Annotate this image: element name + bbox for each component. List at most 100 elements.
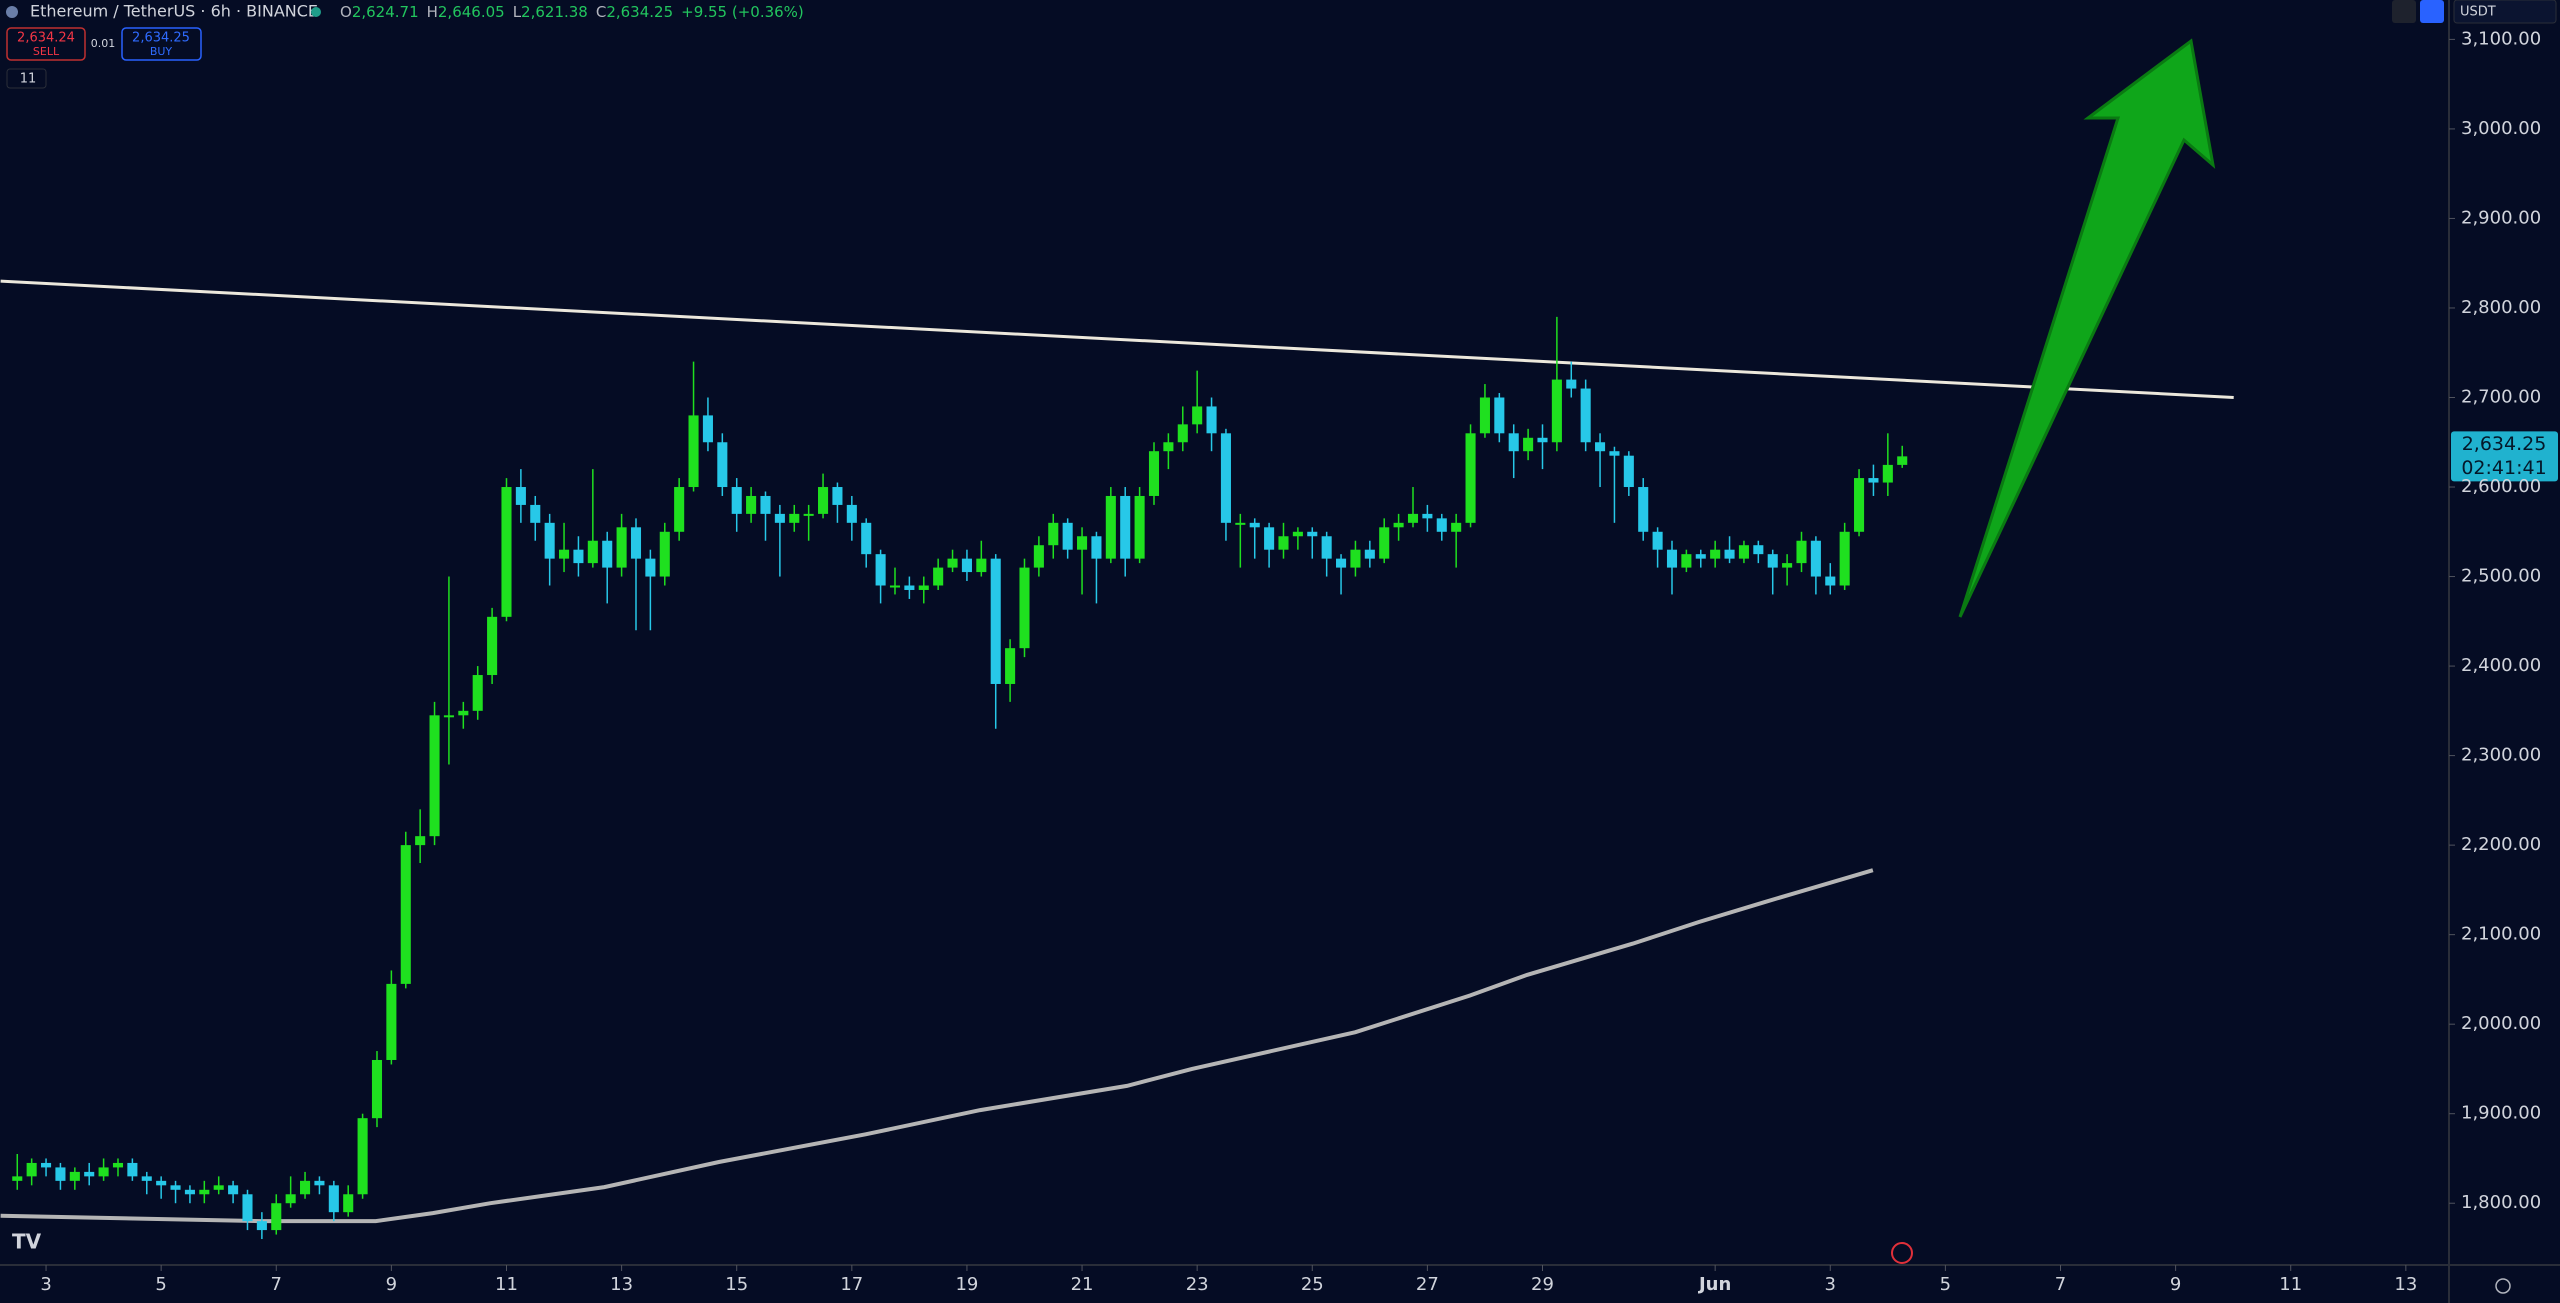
x-tick-label: 17 xyxy=(840,1274,863,1295)
candle-body xyxy=(1566,379,1577,389)
candle-body xyxy=(1796,540,1807,564)
candle-body xyxy=(1810,540,1821,577)
candle-body xyxy=(1019,567,1030,649)
candle-body xyxy=(774,513,785,523)
candle-body xyxy=(731,487,742,514)
x-tick-label: 11 xyxy=(495,1274,518,1295)
candle-body xyxy=(933,567,944,586)
icon-button[interactable] xyxy=(2420,0,2444,23)
candle-body xyxy=(544,522,555,559)
value: 2,624.71 xyxy=(352,3,419,21)
candle-body xyxy=(170,1185,181,1190)
candle-body xyxy=(1595,442,1606,452)
candle-body xyxy=(1465,433,1476,523)
candle-body xyxy=(501,487,512,617)
candle-body xyxy=(1120,495,1131,559)
x-tick-label: 3 xyxy=(40,1274,51,1295)
symbol-icon xyxy=(6,6,18,18)
y-tick-label: 3,000.00 xyxy=(2461,118,2541,139)
candle-body xyxy=(415,836,426,846)
candle-body xyxy=(429,715,440,837)
candle-body xyxy=(1479,397,1490,434)
candle-body xyxy=(1407,513,1419,523)
candle-body xyxy=(271,1203,282,1231)
candle-body xyxy=(1724,549,1735,559)
x-tick-label: 5 xyxy=(155,1274,166,1295)
candle-body xyxy=(1782,563,1793,568)
currency-select[interactable] xyxy=(2453,0,2557,24)
candle-body xyxy=(1220,433,1231,523)
candle-body xyxy=(1235,522,1246,525)
candle-body xyxy=(803,513,814,516)
candle-body xyxy=(515,487,526,505)
candle-body xyxy=(530,504,541,523)
candle-body xyxy=(1638,487,1649,532)
candle-body xyxy=(127,1162,138,1177)
candle-body xyxy=(1551,379,1562,443)
plot xyxy=(0,279,2234,1240)
candle-body xyxy=(1868,478,1879,483)
buy-button[interactable] xyxy=(121,27,202,61)
candle-body xyxy=(1177,424,1188,443)
price-tag-countdown: 02:41:41 xyxy=(2461,457,2546,479)
sell-button[interactable] xyxy=(6,27,86,61)
candle-body xyxy=(1537,437,1548,443)
buy-price: 2,634.25 xyxy=(132,31,190,46)
candle-body xyxy=(1652,531,1663,550)
candle-body xyxy=(602,540,613,568)
candle-body xyxy=(26,1162,37,1177)
candle-body xyxy=(1048,522,1059,546)
candle-body xyxy=(961,558,972,573)
candle-body xyxy=(1494,397,1505,434)
candle-body xyxy=(645,558,656,577)
candle-body xyxy=(1005,648,1016,684)
candle-body xyxy=(832,487,843,505)
candle-body xyxy=(141,1176,152,1181)
candle-body xyxy=(1710,549,1721,559)
candle-body xyxy=(717,442,728,488)
candle-body xyxy=(1580,388,1591,443)
candle-body xyxy=(1163,442,1174,452)
value: 2,634.25 xyxy=(606,3,673,21)
icon-button[interactable] xyxy=(2392,0,2416,23)
candle-body xyxy=(674,487,685,532)
candle-body xyxy=(487,616,498,676)
candle-body xyxy=(1379,527,1390,559)
candle-body xyxy=(861,522,872,555)
candle-body xyxy=(112,1162,124,1168)
candle-body xyxy=(1825,576,1836,586)
x-tick-label: 11 xyxy=(2279,1274,2302,1295)
candle-body xyxy=(976,558,987,573)
settings-icon[interactable] xyxy=(2495,1278,2511,1294)
y-tick-label: 2,100.00 xyxy=(2461,924,2541,945)
x-tick-label: 19 xyxy=(955,1274,978,1295)
candle-body xyxy=(458,710,469,716)
indicators-toggle[interactable] xyxy=(6,68,47,89)
price-tag-box xyxy=(2451,431,2558,482)
y-tick-label: 2,000.00 xyxy=(2461,1013,2541,1034)
candle-body xyxy=(1264,527,1275,550)
moving-average xyxy=(0,868,1874,1224)
candle-body xyxy=(1767,554,1778,568)
candle-body xyxy=(818,487,829,514)
arrow xyxy=(1958,38,2216,618)
y-tick-label: 2,700.00 xyxy=(2461,386,2541,407)
candle-body xyxy=(1882,464,1893,483)
candle-body xyxy=(357,1118,368,1195)
indicators-count: 11 xyxy=(20,72,37,87)
symbol: Ethereum / TetherUS · 6h · BINANCE xyxy=(30,2,318,21)
y-tick-label: 2,200.00 xyxy=(2461,834,2541,855)
candle-body xyxy=(1393,522,1404,528)
candle-body xyxy=(846,504,857,523)
y-tick-label: 2,400.00 xyxy=(2461,655,2541,676)
label: O xyxy=(340,3,352,21)
candle-body xyxy=(1091,536,1102,559)
candle-body xyxy=(1738,545,1749,559)
candle-body xyxy=(1249,522,1260,528)
candle-body xyxy=(371,1059,383,1119)
x-tick-label: 7 xyxy=(2055,1274,2066,1295)
candle-body xyxy=(242,1194,253,1222)
y-tick-label: 2,900.00 xyxy=(2461,207,2541,228)
